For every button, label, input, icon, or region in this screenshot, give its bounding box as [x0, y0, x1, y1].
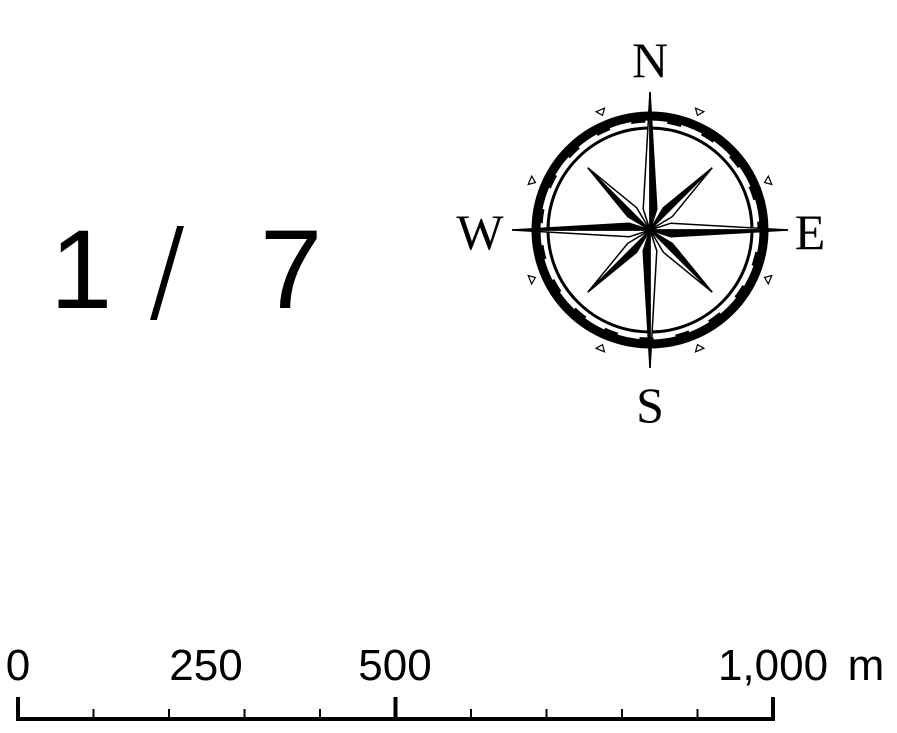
compass-cardinal-point	[511, 222, 651, 231]
compass-ring-marker	[763, 174, 773, 186]
scale-ticks	[16, 697, 775, 721]
compass-star-icon	[511, 91, 789, 369]
scale-label-250: 250	[169, 641, 242, 690]
page-total-number: 7	[260, 207, 323, 332]
page-separator-slash: /	[150, 226, 184, 320]
compass-intercardinal-point	[587, 167, 651, 231]
compass-rose: N S E W	[456, 32, 826, 433]
compass-north-label: N	[632, 32, 668, 88]
compass-south-label: S	[636, 377, 664, 433]
compass-ring-marker	[694, 343, 706, 353]
scale-unit-label: m	[848, 641, 885, 690]
compass-east-label: E	[795, 204, 826, 260]
scale-label-500: 500	[358, 641, 431, 690]
compass-tick-marks	[527, 107, 773, 353]
compass-ring-marker	[594, 343, 606, 353]
compass-intercardinal-point	[649, 167, 713, 231]
page-indicator: 1 7	[48, 205, 322, 335]
scale-label-0: 0	[6, 641, 30, 690]
compass-west-label: W	[456, 204, 504, 260]
compass-ring-marker	[527, 174, 537, 186]
compass-cardinal-point	[642, 229, 651, 369]
compass-ring-marker	[763, 274, 773, 286]
compass-cardinal-point	[649, 229, 789, 238]
compass-ring-marker	[594, 107, 606, 117]
compass-cardinal-point	[649, 91, 658, 231]
scale-bar: 0 250 500 1,000 m	[6, 641, 885, 721]
page-current-number: 1	[50, 207, 113, 332]
compass-intercardinal-point	[649, 229, 713, 293]
scale-label-1000: 1,000	[718, 641, 828, 690]
compass-intercardinal-point	[587, 229, 651, 293]
compass-ring-marker	[527, 274, 537, 286]
compass-ring-marker	[694, 107, 706, 117]
